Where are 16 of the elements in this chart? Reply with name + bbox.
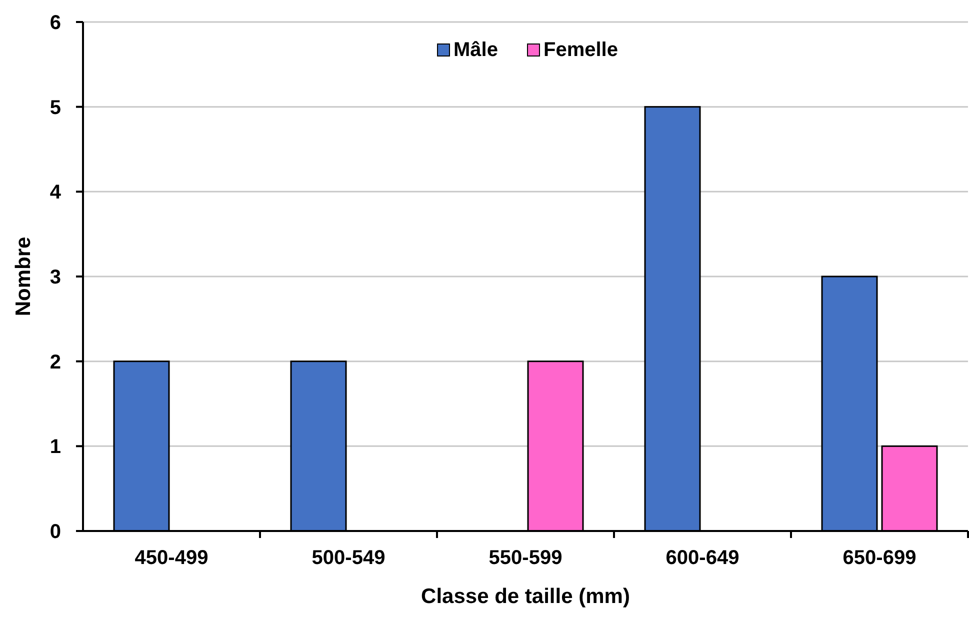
x-tick-label: 600-649 [666, 547, 740, 569]
y-tick-label: 0 [50, 521, 61, 543]
y-tick-label: 4 [50, 182, 62, 204]
x-tick-label: 650-699 [842, 547, 916, 569]
x-tick-label: 550-599 [488, 547, 562, 569]
x-tick-label: 450-499 [134, 547, 208, 569]
y-tick-label: 2 [50, 351, 61, 374]
legend-label: Mâle [454, 39, 498, 61]
y-tick-label: 5 [50, 96, 61, 119]
y-tick-label: 6 [50, 12, 61, 34]
y-tick-label: 3 [50, 266, 61, 288]
legend-label: Femelle [544, 39, 618, 61]
y-tick-label: 1 [50, 436, 61, 458]
y-axis-title: Nombre [12, 236, 35, 316]
x-axis-title: Classe de taille (mm) [421, 585, 630, 608]
x-tick-label: 500-549 [312, 547, 386, 569]
